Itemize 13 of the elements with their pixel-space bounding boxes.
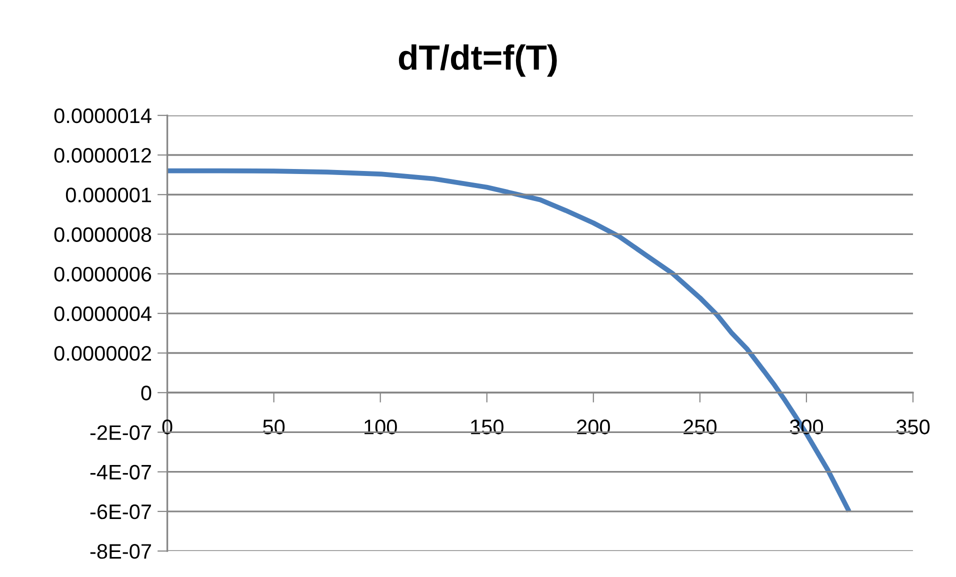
y-tick-label: -4E-07 [90, 464, 151, 480]
y-tick-label: -6E-07 [90, 504, 151, 520]
y-tick-label: 0.0000014 [54, 108, 152, 124]
y-tick-label: 0.0000004 [54, 306, 152, 322]
y-tick-label: 0.000001 [66, 188, 152, 202]
y-tick-label: -8E-07 [90, 544, 151, 559]
y-tick-label: 0.0000008 [54, 227, 152, 242]
chart-title: dT/dt=f(T) [398, 44, 557, 77]
y-tick-label: 0 [141, 386, 152, 400]
y-tick-label: 0.0000002 [54, 346, 151, 361]
y-tick-label: -2E-07 [90, 425, 151, 440]
y-tick-label: 0.0000006 [54, 266, 152, 282]
y-tick-label: 0.0000012 [54, 148, 151, 163]
